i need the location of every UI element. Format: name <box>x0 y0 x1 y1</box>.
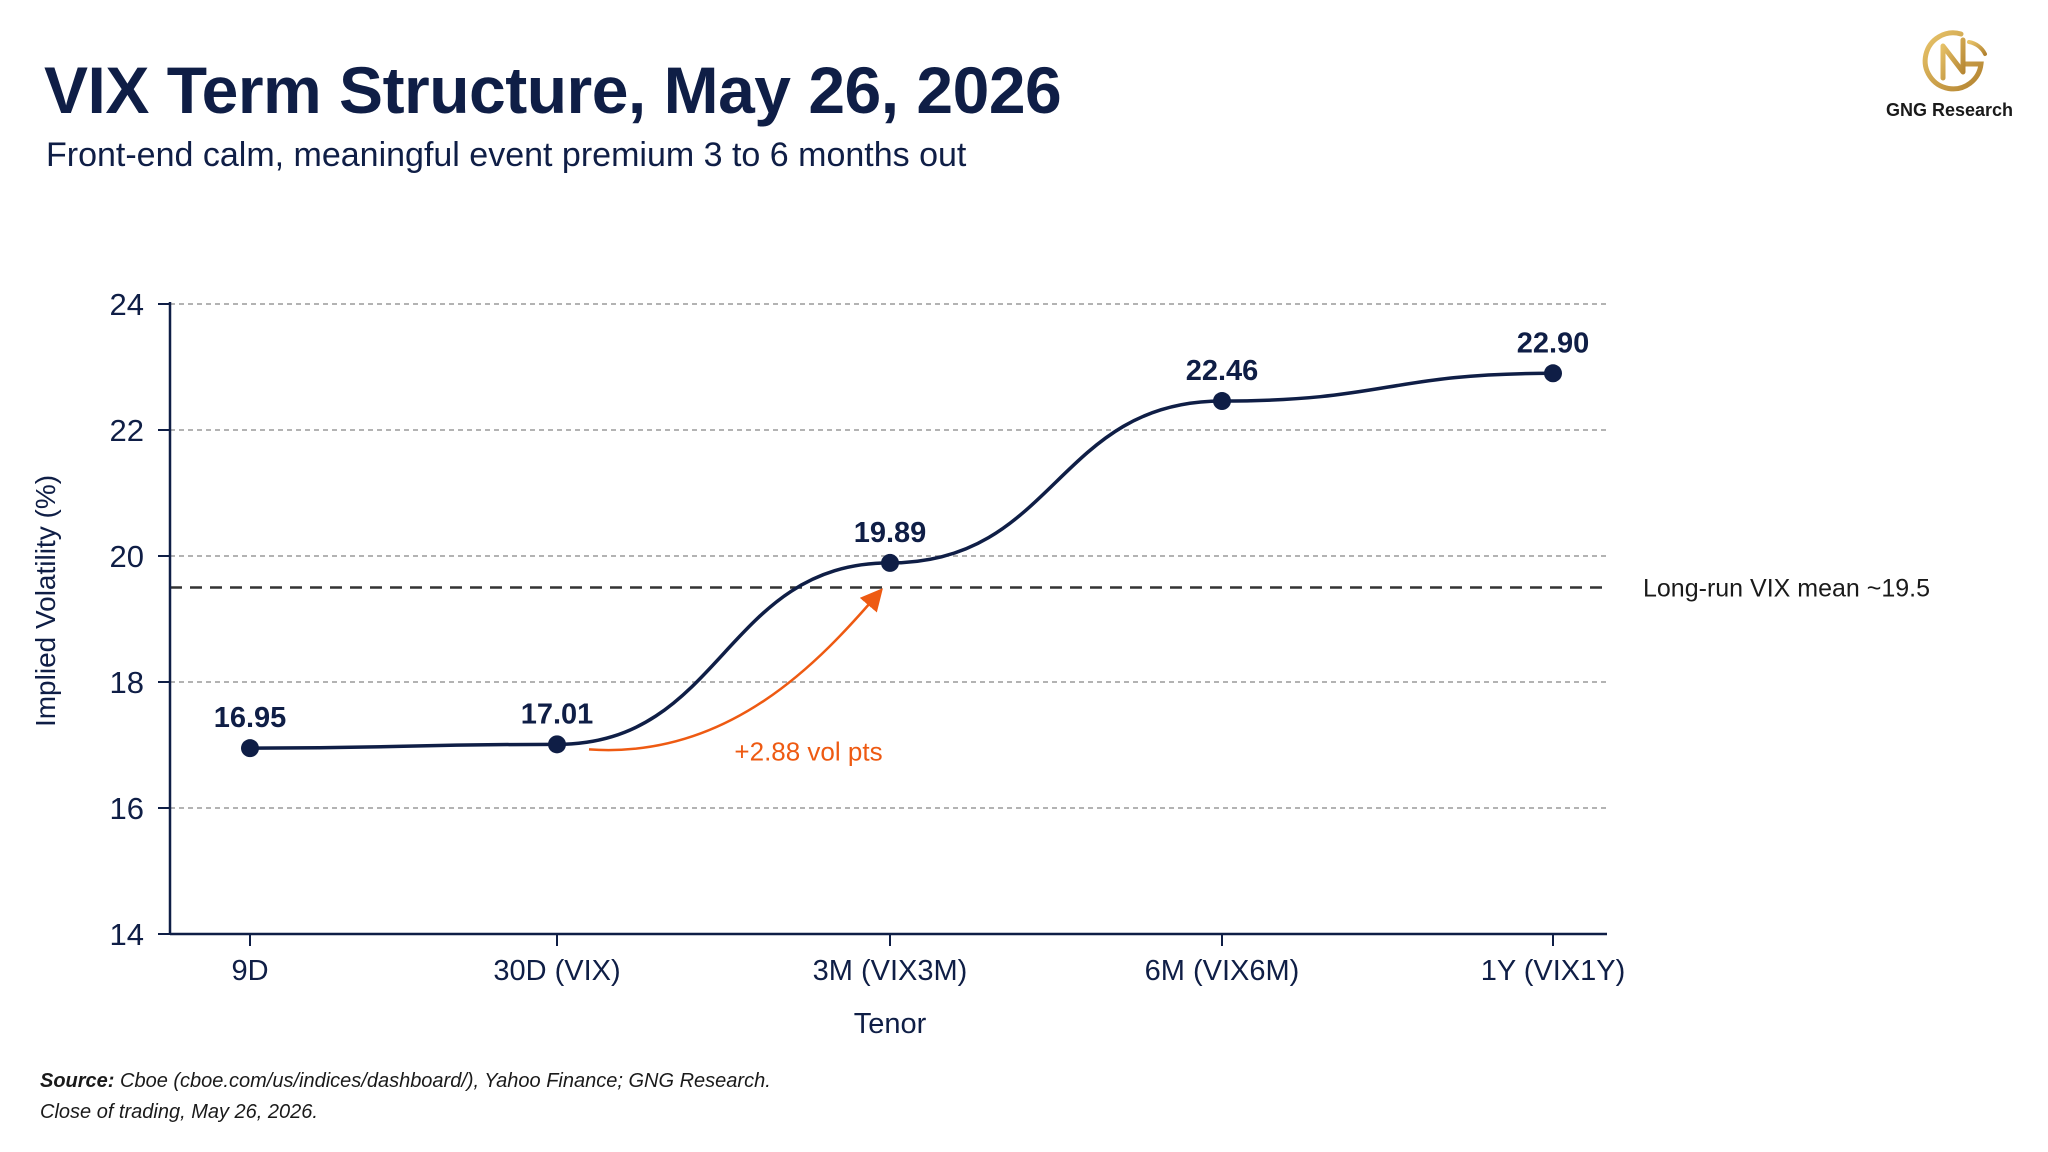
chart-subtitle: Front-end calm, meaningful event premium… <box>46 136 967 174</box>
source-text: Cboe (cboe.com/us/indices/dashboard/), Y… <box>120 1070 771 1092</box>
data-label: 17.01 <box>521 698 594 730</box>
source-footer: Source: Cboe (cboe.com/us/indices/dashbo… <box>40 1066 771 1128</box>
brand-logo <box>1880 24 2030 101</box>
x-tick-label: 1Y (VIX1Y) <box>1481 955 1626 987</box>
y-tick-label: 24 <box>110 287 144 322</box>
data-point <box>881 553 899 572</box>
y-tick-label: 22 <box>110 413 144 448</box>
data-point <box>241 739 259 758</box>
y-tick-label: 18 <box>110 665 144 700</box>
data-points: 16.95 17.01 19.89 22.46 22.90 <box>214 327 1590 758</box>
annotation-arrow <box>588 588 883 752</box>
x-axis-ticks: 9D 30D (VIX) 3M (VIX3M) 6M (VIX6M) 1Y (VIX1Y… <box>231 934 1625 987</box>
data-label: 19.89 <box>854 517 927 549</box>
x-axis-title: Tenor <box>854 1008 927 1040</box>
data-label: 22.90 <box>1517 327 1590 359</box>
footer-note: Close of trading, May 26, 2026. <box>40 1101 318 1123</box>
x-tick-label: 3M (VIX3M) <box>813 955 968 987</box>
chart-title: VIX Term Structure, May 26, 2026 <box>44 53 1062 127</box>
x-tick-label: 30D (VIX) <box>493 955 620 987</box>
data-point <box>1544 364 1562 383</box>
data-point <box>1213 392 1231 411</box>
annotation-label: +2.88 vol pts <box>734 736 882 766</box>
grid-lines <box>170 303 1607 809</box>
y-tick-label: 16 <box>110 791 144 826</box>
y-axis-ticks: 14 16 18 20 22 24 <box>110 287 170 952</box>
y-tick-label: 20 <box>110 539 144 574</box>
y-axis-title: Implied Volatility (%) <box>30 475 61 727</box>
gng-logo-icon <box>1922 30 1987 92</box>
source-label: Source: <box>40 1070 115 1092</box>
reference-line-label: Long-run VIX mean ~19.5 <box>1643 575 1930 603</box>
y-tick-label: 14 <box>110 917 144 952</box>
data-point <box>548 735 566 754</box>
data-label: 22.46 <box>1186 355 1259 387</box>
x-tick-label: 6M (VIX6M) <box>1145 955 1300 987</box>
brand-name: GNG Research <box>1886 100 2014 120</box>
data-label: 16.95 <box>214 702 287 734</box>
x-tick-label: 9D <box>231 955 268 987</box>
